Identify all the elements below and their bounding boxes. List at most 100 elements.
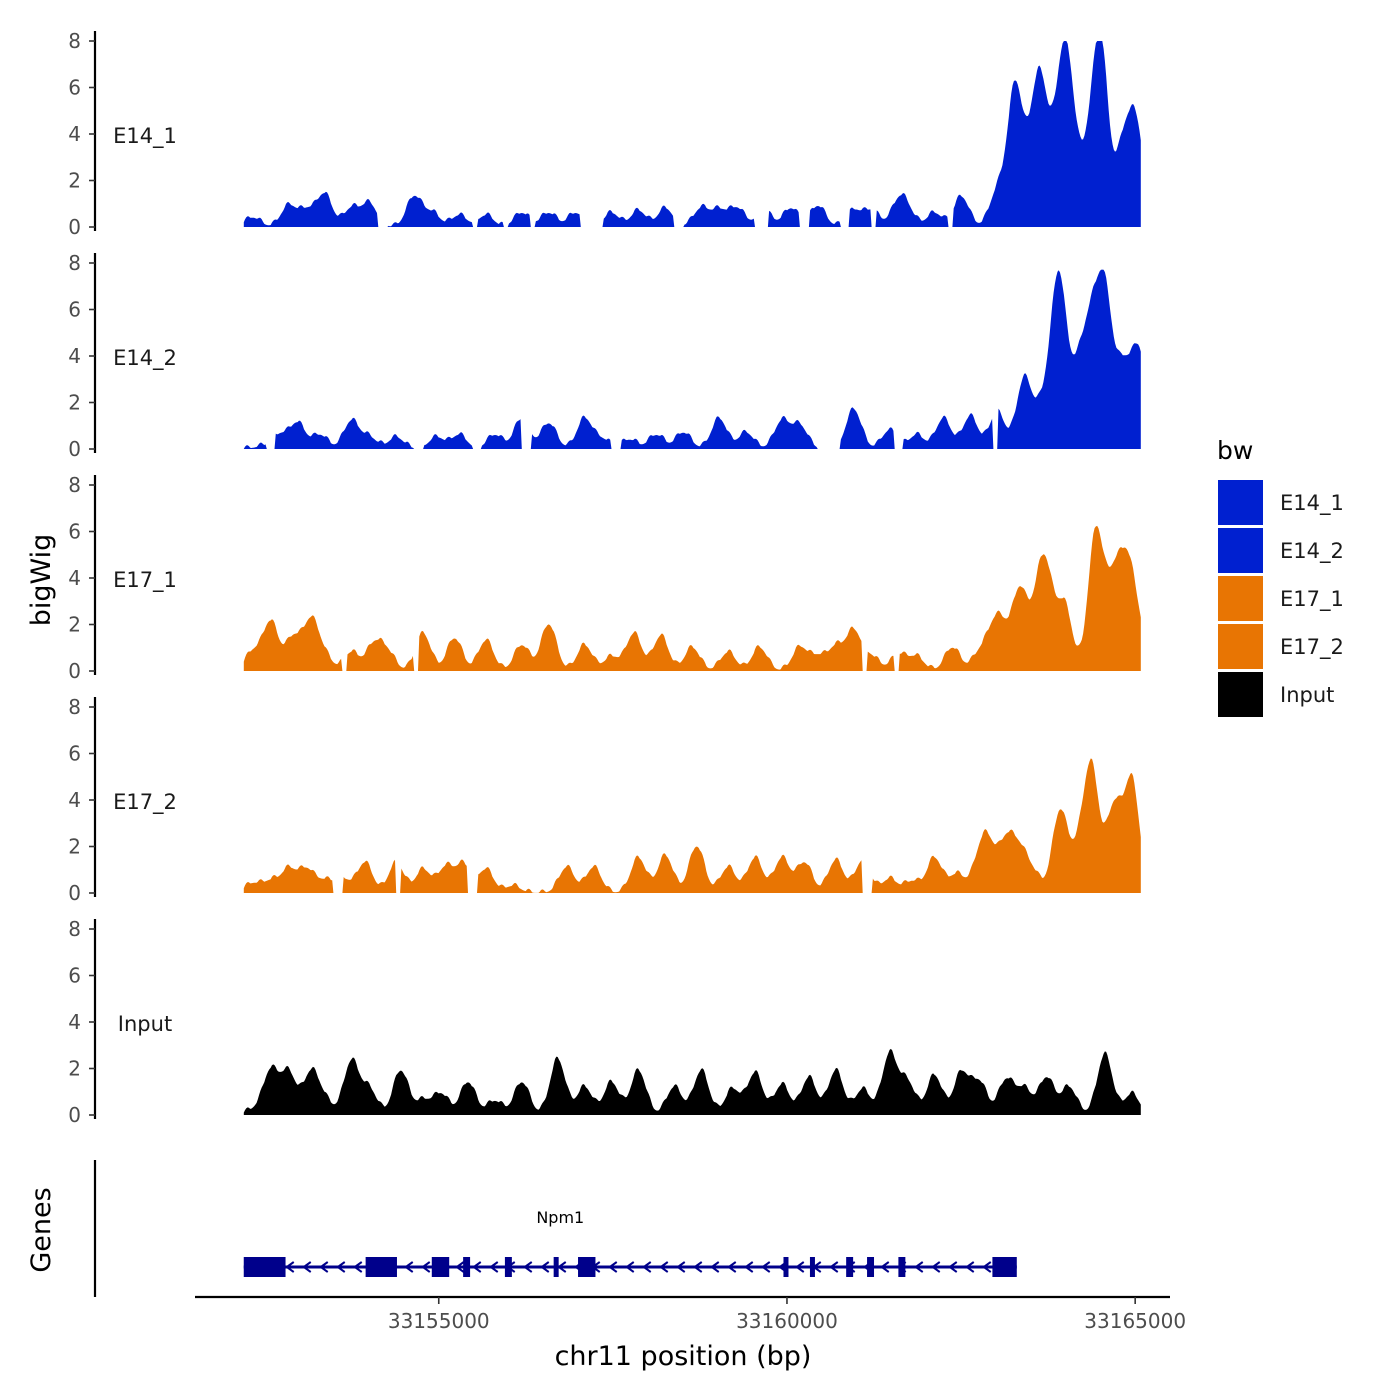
strand-arrow (625, 1261, 635, 1273)
exon (992, 1257, 1017, 1277)
coverage-area-e17-1 (243, 525, 1141, 671)
coverage-area-e14-2 (243, 269, 1141, 449)
strand-arrow (880, 1261, 890, 1273)
strand-arrow (795, 1261, 805, 1273)
legend-swatch (1218, 624, 1263, 669)
y-tick-label: 2 (68, 391, 81, 415)
exon (504, 1257, 512, 1277)
legend-label: E17_1 (1280, 587, 1344, 612)
track-e14-2: 0 2 4 6 8 E14_2 (68, 251, 1141, 461)
legend-swatch (1218, 672, 1263, 717)
exon (809, 1257, 815, 1277)
y-tick-label: 6 (68, 520, 81, 544)
y-tick-label: 4 (68, 122, 81, 146)
y-tick-label: 8 (68, 29, 81, 53)
gene-track-title: Genes (26, 1187, 57, 1272)
legend-title: bw (1217, 436, 1253, 465)
strand-arrow (931, 1261, 941, 1273)
y-tick-label: 0 (68, 1103, 81, 1127)
strand-arrow (302, 1261, 312, 1273)
x-tick-label: 33160000 (736, 1309, 838, 1333)
exon (431, 1257, 450, 1277)
strand-arrow (744, 1261, 754, 1273)
coverage-area-input (243, 1048, 1141, 1115)
y-tick-label: 2 (68, 1057, 81, 1081)
x-axis: 33155000 33160000 33165000 (195, 1295, 1186, 1333)
strand-arrow (353, 1261, 363, 1273)
y-tick-label: 8 (68, 917, 81, 941)
y-tick-label: 8 (68, 695, 81, 719)
strand-arrow (642, 1261, 652, 1273)
exon (243, 1257, 286, 1277)
y-tick-label: 0 (68, 437, 81, 461)
y-tick-label: 8 (68, 251, 81, 275)
legend-swatch (1218, 480, 1263, 525)
x-tick-label: 33155000 (388, 1309, 490, 1333)
strand-arrow (659, 1261, 669, 1273)
track-e17-1: 0 2 4 6 8 E17_1 (68, 473, 1141, 683)
track-label: Input (118, 1012, 172, 1036)
strand-arrow (965, 1261, 975, 1273)
strand-arrow (608, 1261, 618, 1273)
exon (578, 1257, 596, 1277)
exon (463, 1257, 471, 1277)
gene-name: Npm1 (536, 1208, 584, 1227)
strand-arrow (710, 1261, 720, 1273)
coverage-tracks: 0 2 4 6 8 E14_1 0 2 4 6 8 E14_2 0 2 4 6 8 E17_1 0 2 4 6 8 E17_2… (68, 29, 1141, 1127)
strand-arrow (489, 1261, 499, 1273)
track-input: 0 2 4 6 8 Input (68, 917, 1141, 1127)
strand-arrow (319, 1261, 329, 1273)
exon (846, 1257, 854, 1277)
strand-arrow (557, 1261, 567, 1273)
track-label: E14_2 (113, 346, 177, 371)
track-e14-1: 0 2 4 6 8 E14_1 (68, 29, 1141, 239)
legend-swatch (1218, 576, 1263, 621)
gene-npm1: Npm1 (243, 1208, 1017, 1277)
track-label: E14_1 (113, 124, 177, 149)
strand-arrow (472, 1261, 482, 1273)
track-label: E17_2 (113, 790, 177, 815)
gene-track: Npm1 (93, 1160, 1017, 1297)
y-tick-label: 4 (68, 788, 81, 812)
legend: bw E14_1 E14_2 E17_1 E17_2 Input (1217, 436, 1344, 717)
strand-arrow (761, 1261, 771, 1273)
strand-arrow (982, 1261, 992, 1273)
strand-arrow (914, 1261, 924, 1273)
strand-arrow (421, 1261, 431, 1273)
coverage-area-e14-1 (243, 41, 1141, 227)
legend-label: E14_1 (1280, 491, 1344, 516)
exon (783, 1257, 789, 1277)
legend-label: E14_2 (1280, 539, 1344, 564)
strand-arrow (523, 1261, 533, 1273)
exon (365, 1257, 397, 1277)
strand-arrow (336, 1261, 346, 1273)
legend-label: E17_2 (1280, 635, 1344, 660)
y-tick-label: 4 (68, 344, 81, 368)
y-tick-label: 6 (68, 964, 81, 988)
y-tick-label: 6 (68, 76, 81, 100)
track-e17-2: 0 2 4 6 8 E17_2 (68, 695, 1141, 905)
y-tick-label: 2 (68, 835, 81, 859)
strand-arrow (693, 1261, 703, 1273)
strand-arrow (404, 1261, 414, 1273)
y-tick-label: 0 (68, 659, 81, 683)
strand-arrow (727, 1261, 737, 1273)
strand-arrow (455, 1261, 465, 1273)
track-label: E17_1 (113, 568, 177, 593)
y-tick-label: 0 (68, 881, 81, 905)
y-tick-label: 6 (68, 298, 81, 322)
y-tick-label: 2 (68, 169, 81, 193)
y-tick-label: 4 (68, 1010, 81, 1034)
strand-arrow (540, 1261, 550, 1273)
y-tick-label: 8 (68, 473, 81, 497)
legend-swatch (1218, 528, 1263, 573)
legend-label: Input (1280, 683, 1334, 707)
y-tick-label: 6 (68, 742, 81, 766)
exon (867, 1257, 875, 1277)
strand-arrow (948, 1261, 958, 1273)
strand-arrow (676, 1261, 686, 1273)
exon (553, 1257, 559, 1277)
y-tick-label: 4 (68, 566, 81, 590)
strand-arrow (285, 1261, 295, 1273)
